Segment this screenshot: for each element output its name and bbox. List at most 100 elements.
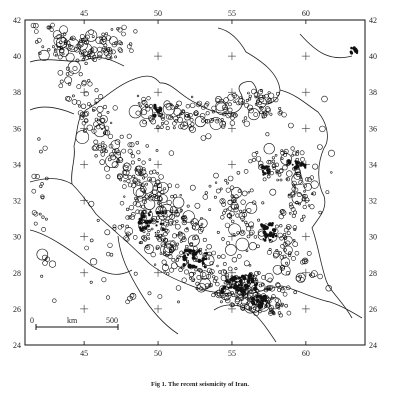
- epicenter-circle: [91, 35, 95, 39]
- epicenter-circle: [105, 174, 111, 180]
- epicenter-circle: [157, 113, 162, 118]
- epicenter-circle: [159, 203, 174, 218]
- epicenter-circle: [34, 40, 39, 44]
- dense-epicenter-mark: [261, 298, 266, 303]
- epicenter-circle: [269, 285, 276, 292]
- epicenter-circle: [158, 194, 168, 204]
- epicenter-circle: [96, 218, 100, 222]
- dense-epicenter-mark: [273, 228, 277, 232]
- epicenter-circle: [294, 250, 300, 256]
- epicenter-circle: [236, 231, 240, 235]
- epicenter-circle: [147, 291, 152, 296]
- epicenter-circle: [275, 302, 281, 308]
- epicenter-circle: [147, 228, 151, 233]
- epicenter-circle: [301, 196, 306, 202]
- epicenter-circle: [31, 210, 37, 216]
- epicenter-circle: [44, 176, 49, 181]
- epicenter-circle: [285, 261, 289, 265]
- epicenter-circle: [208, 208, 212, 212]
- epicenter-circle: [277, 232, 283, 239]
- epicenter-circle: [219, 198, 226, 205]
- epicenter-circle: [110, 49, 116, 55]
- epicenter-circle: [246, 234, 251, 239]
- epicenter-circle: [126, 133, 132, 139]
- epicenter-circle: [243, 260, 250, 267]
- lat-tick-left: 42: [13, 16, 21, 25]
- epicenter-circle: [302, 204, 307, 210]
- epicenter-circle: [233, 94, 239, 100]
- epicenter-circle: [284, 303, 288, 308]
- epicenter-circle: [241, 230, 245, 234]
- epicenter-circle: [278, 110, 283, 115]
- epicenter-circle: [112, 226, 117, 231]
- epicenter-circle: [291, 255, 296, 261]
- dense-epicenter-mark: [271, 235, 275, 239]
- epicenter-circle: [291, 154, 294, 157]
- epicenter-circle: [42, 145, 48, 151]
- epicenter-circle: [175, 104, 179, 108]
- epicenter-circle: [248, 97, 252, 101]
- dense-epicenter-mark: [148, 224, 150, 227]
- epicenter-circle: [283, 233, 287, 237]
- epicenter-circle: [205, 111, 210, 116]
- lat-tick-right: 42: [369, 16, 377, 25]
- epicenter-circle: [31, 173, 37, 179]
- epicenter-circle: [237, 98, 245, 106]
- epicenter-circle: [294, 169, 302, 176]
- epicenter-circle: [201, 272, 207, 277]
- epicenter-circle: [246, 294, 252, 300]
- epicenter-circle: [121, 24, 127, 30]
- epicenter-circle: [136, 94, 140, 98]
- epicenter-circle: [121, 148, 127, 154]
- epicenter-circle: [138, 171, 144, 177]
- epicenter-circle: [192, 236, 197, 241]
- epicenter-circle: [111, 161, 119, 169]
- epicenter-circle: [176, 254, 181, 259]
- epicenter-circle: [292, 238, 296, 242]
- epicenter-circle: [213, 276, 219, 281]
- dense-epicenter-mark: [291, 163, 294, 166]
- dense-epicenter-mark: [355, 51, 359, 55]
- epicenter-circle: [119, 201, 125, 206]
- epicenter-circle: [163, 231, 168, 237]
- epicenter-circle: [181, 236, 186, 240]
- dense-epicenter-mark: [250, 277, 255, 281]
- epicenter-circle: [311, 191, 316, 196]
- epicenter-circle: [40, 195, 45, 200]
- epicenter-circle: [70, 35, 76, 41]
- epicenter-circle: [138, 241, 142, 244]
- epicenter-circle: [93, 124, 107, 138]
- epicenter-circle: [145, 182, 149, 186]
- epicenter-circle: [40, 274, 44, 278]
- epicenter-circle: [243, 169, 249, 174]
- epicenter-circle: [165, 223, 169, 227]
- epicenter-circle: [100, 150, 104, 154]
- epicenter-circle: [254, 270, 259, 276]
- epicenter-circle: [232, 233, 236, 236]
- epicenter-circle: [33, 211, 39, 217]
- dense-epicenter-mark: [201, 261, 205, 265]
- epicenter-circle: [303, 189, 306, 193]
- epicenter-circle: [125, 224, 129, 229]
- epicenter-circle: [122, 184, 127, 189]
- epicenter-circle: [283, 248, 287, 252]
- dense-epicenter-mark: [274, 234, 278, 238]
- epicenter-circle: [91, 145, 97, 151]
- epicenter-circle: [175, 183, 180, 189]
- epicenter-circle: [258, 310, 262, 314]
- epicenter-circle: [38, 49, 50, 61]
- epicenter-circle: [206, 244, 212, 250]
- epicenter-circle: [283, 235, 288, 240]
- epicenter-circle: [132, 235, 138, 240]
- epicenter-circle: [112, 105, 118, 111]
- epicenter-circle: [253, 91, 260, 98]
- lon-tick-bottom: 60: [302, 349, 310, 358]
- epicenter-circle: [118, 157, 123, 162]
- epicenter-circle: [123, 169, 130, 176]
- epicenter-circle: [224, 178, 228, 182]
- epicenter-circle: [123, 235, 129, 241]
- epicenter-circle: [161, 121, 165, 125]
- epicenter-circle: [160, 113, 166, 119]
- epicenter-circle: [245, 98, 249, 102]
- dense-epicenter-mark: [191, 255, 196, 260]
